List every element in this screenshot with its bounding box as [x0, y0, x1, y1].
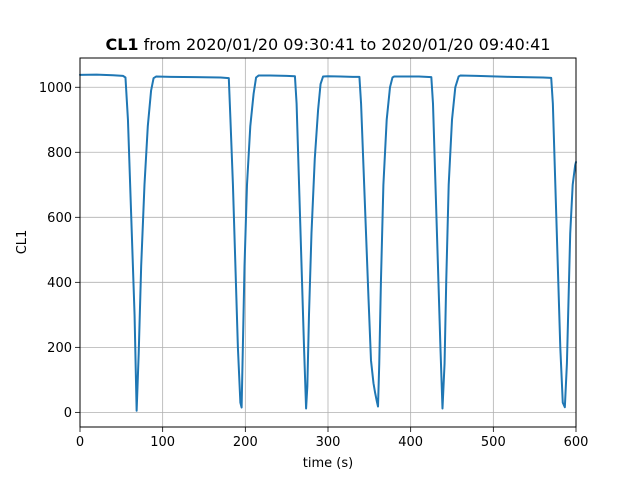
y-tick-label: 200 — [47, 341, 72, 356]
y-axis-label: CL1 — [15, 230, 30, 255]
chart-title-bold: CL1 — [105, 35, 138, 54]
y-tick-label: 0 — [64, 406, 72, 421]
y-tick-label: 600 — [47, 211, 72, 226]
x-tick-label: 200 — [233, 435, 258, 450]
x-tick-label: 100 — [150, 435, 175, 450]
grid-lines — [79, 58, 577, 427]
x-tick-label: 500 — [481, 435, 506, 450]
x-tick-label: 300 — [316, 435, 341, 450]
x-axis-label: time (s) — [303, 456, 353, 471]
y-tick-label: 400 — [47, 276, 72, 291]
series-line — [79, 73, 577, 412]
chart-title: CL1 from 2020/01/20 09:30:41 to 2020/01/… — [105, 35, 550, 54]
x-tick-label: 0 — [76, 435, 84, 450]
y-tick-label: 1000 — [39, 81, 72, 96]
x-tick-label: 600 — [564, 435, 589, 450]
chart-title-rest: from 2020/01/20 09:30:41 to 2020/01/20 0… — [139, 35, 551, 54]
plot-data — [79, 73, 577, 412]
axis-ticks: 0 100 200 300 400 500 600 0 200 400 600 800 1000 — [39, 81, 589, 450]
y-tick-label: 800 — [47, 146, 72, 161]
x-tick-label: 400 — [398, 435, 423, 450]
